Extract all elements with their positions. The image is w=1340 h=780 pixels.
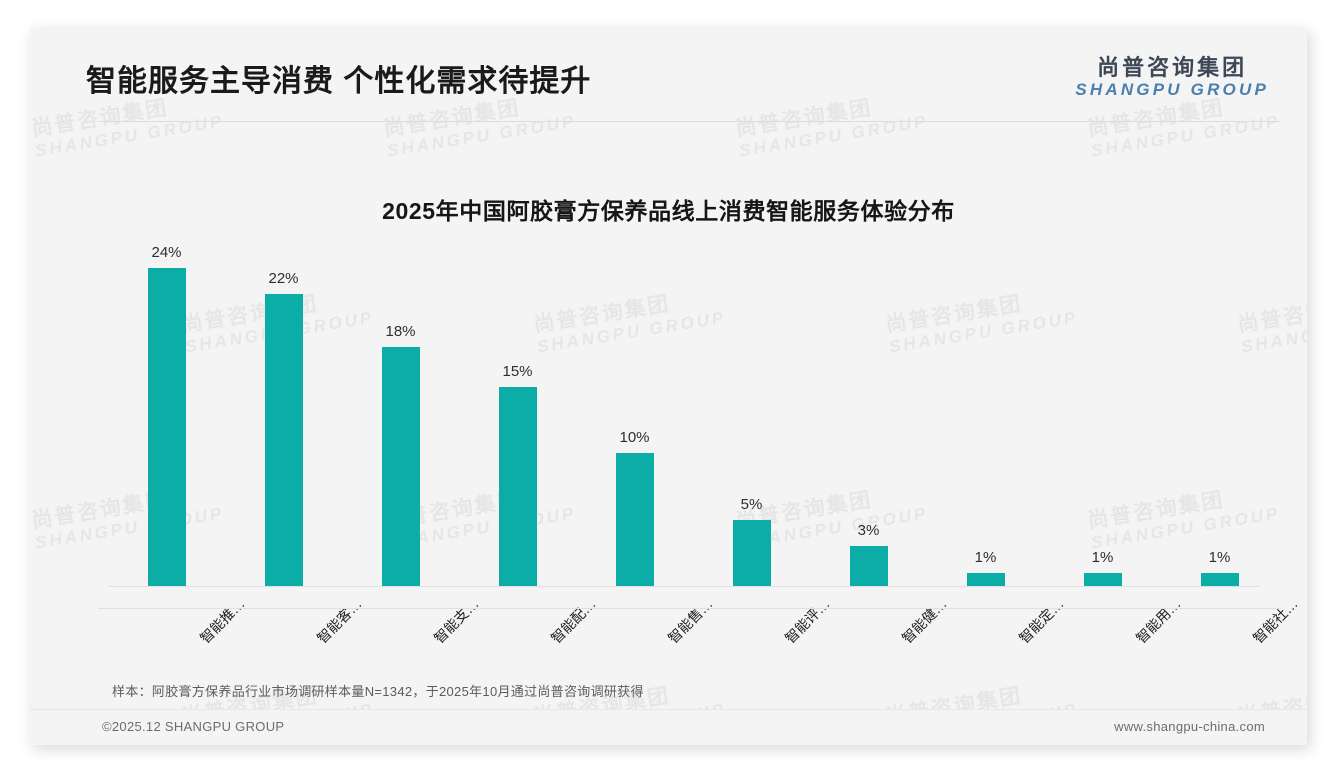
category-label: 智能推… <box>196 595 248 647</box>
bar[interactable] <box>966 573 1005 586</box>
slide-header: 智能服务主导消费 个性化需求待提升 尚普咨询集团 SHANGPU GROUP <box>30 28 1307 122</box>
bar-value-label: 15% <box>502 363 533 380</box>
category-label: 智能定… <box>1015 595 1067 647</box>
category-label: 智能支… <box>430 595 482 647</box>
slide-card: 尚普咨询集团 SHANGPU GROUP 尚普咨询集团 SHANGPU GROUP 尚普… <box>30 28 1307 745</box>
bar[interactable] <box>147 268 186 586</box>
bar[interactable] <box>1200 573 1239 586</box>
bar-value-label: 1% <box>974 549 997 566</box>
category-label: 智能客… <box>313 595 365 647</box>
bar-slot: 10% <box>576 241 693 586</box>
bar[interactable] <box>849 546 888 586</box>
chart-region: 2025年中国阿胶膏方保养品线上消费智能服务体验分布 24% 22% 18% 15% 1… <box>30 122 1307 682</box>
footer-website: www.shangpu-china.com <box>1114 719 1265 734</box>
header-divider <box>98 121 1281 122</box>
bar-value-label: 24% <box>151 244 182 261</box>
bar-slot: 24% <box>108 241 225 586</box>
brand-logo-en: SHANGPU GROUP <box>1075 80 1269 100</box>
footnote-divider <box>98 608 1281 609</box>
bar-slot: 5% <box>693 241 810 586</box>
category-label: 智能用… <box>1132 595 1184 647</box>
bar[interactable] <box>498 387 537 586</box>
category-label: 智能售… <box>664 595 716 647</box>
bar[interactable] <box>615 453 654 586</box>
bar-slot: 1% <box>1161 241 1278 586</box>
footnote: 样本：阿胶膏方保养品行业市场调研样本量N=1342，于2025年10月通过尚普咨… <box>112 684 644 699</box>
bar-value-label: 1% <box>1091 549 1114 566</box>
category-label: 智能评… <box>781 595 833 647</box>
category-label: 智能社… <box>1249 595 1301 647</box>
bar-slot: 1% <box>927 241 1044 586</box>
bar[interactable] <box>1083 573 1122 586</box>
bar-value-label: 18% <box>385 323 416 340</box>
bar-value-label: 3% <box>857 522 880 539</box>
axis-baseline <box>108 586 1260 587</box>
bar-slot: 18% <box>342 241 459 586</box>
category-label: 智能健… <box>898 595 950 647</box>
footer-copyright: ©2025.12 SHANGPU GROUP <box>102 719 285 734</box>
category-label: 智能配… <box>547 595 599 647</box>
bar-value-label: 10% <box>619 429 650 446</box>
bar-slot: 15% <box>459 241 576 586</box>
bar-slot: 22% <box>225 241 342 586</box>
bar-value-label: 1% <box>1208 549 1231 566</box>
bar-value-label: 22% <box>268 270 299 287</box>
bar[interactable] <box>732 520 771 586</box>
slide-footer: ©2025.12 SHANGPU GROUP www.shangpu-china… <box>30 709 1307 745</box>
bar-value-label: 5% <box>740 496 763 513</box>
brand-logo: 尚普咨询集团 SHANGPU GROUP <box>1075 55 1269 101</box>
chart-title: 2025年中国阿胶膏方保养品线上消费智能服务体验分布 <box>382 198 955 224</box>
brand-logo-cn: 尚普咨询集团 <box>1097 55 1248 80</box>
plot-area: 24% 22% 18% 15% 10% 5% 3% 1% 1% 1% 智能推… 智能客… 智能支… 智能… <box>82 241 1300 646</box>
bar[interactable] <box>264 294 303 586</box>
bar-slot: 1% <box>1044 241 1161 586</box>
bar-slot: 3% <box>810 241 927 586</box>
bar[interactable] <box>381 347 420 586</box>
page-title: 智能服务主导消费 个性化需求待提升 <box>86 65 592 98</box>
